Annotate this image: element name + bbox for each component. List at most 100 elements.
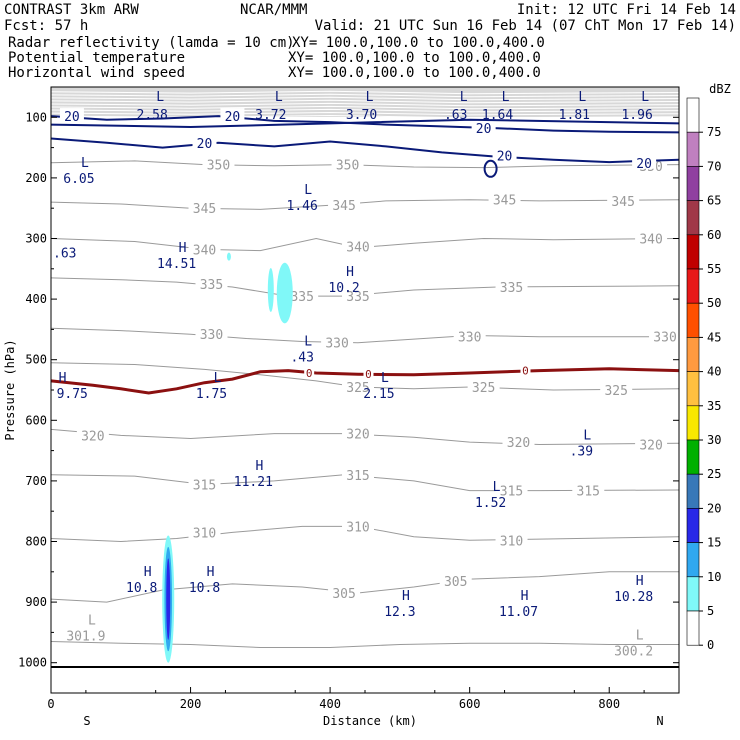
hatch-line xyxy=(51,114,679,119)
extremum-value-label: 1.46 xyxy=(287,199,318,214)
theta-contour-label: 345 xyxy=(611,195,634,210)
y-tick-label: 500 xyxy=(25,353,47,367)
hatch-line xyxy=(51,105,679,110)
colorbar-swatch xyxy=(686,371,700,407)
top-strip-extremum-type: L xyxy=(366,90,374,105)
top-strip-extremum-value: .63 xyxy=(444,108,467,123)
theta-contour-label: 320 xyxy=(81,429,104,444)
theta-contour-label: 325 xyxy=(346,381,369,396)
zero-label-bg xyxy=(363,368,374,381)
x-tick-label: 600 xyxy=(459,697,481,711)
hatch-line xyxy=(51,99,679,104)
theta-contour-label: 310 xyxy=(193,526,216,541)
theta-contour-label: 305 xyxy=(332,587,355,602)
theta-label-bg xyxy=(188,200,221,215)
top-strip-extremum-value: 2.58 xyxy=(137,108,168,123)
wind-contour-label: 20 xyxy=(64,110,80,125)
theta-contour-label: 320 xyxy=(639,439,662,454)
colorbar-tick-label: 40 xyxy=(707,365,721,379)
theta-contour-label: 305 xyxy=(444,575,467,590)
theta-label-bg xyxy=(342,378,375,393)
theta-contour-label: 310 xyxy=(346,520,369,535)
y-tick-label: 1000 xyxy=(18,656,47,670)
hatch-line xyxy=(51,90,679,95)
hatch-line xyxy=(51,102,679,107)
top-strip-extremum-value: 3.70 xyxy=(346,108,377,123)
theta-contour-label: 330 xyxy=(200,328,223,343)
colorbar-tick-label: 15 xyxy=(707,536,721,550)
hatch-line xyxy=(51,108,679,113)
extremum-value-label: 11.07 xyxy=(499,605,538,620)
wind-label-bg xyxy=(59,108,84,123)
extremum-value-label: 10.28 xyxy=(614,590,653,605)
y-tick-label: 200 xyxy=(25,171,47,185)
theta-contour-label: 330 xyxy=(325,337,348,352)
theta-contour-label: 345 xyxy=(493,194,516,209)
top-strip-extremum-value: 1.96 xyxy=(621,108,652,123)
extremum-type-label: H xyxy=(402,589,410,604)
top-strip-extremum-type: L xyxy=(275,90,283,105)
theta-contour-label: 325 xyxy=(604,384,627,399)
colorbar-swatch xyxy=(686,234,700,270)
wind-label-bg xyxy=(471,120,496,135)
theta-contour-label: 315 xyxy=(346,469,369,484)
extremum-value-label: 300.2 xyxy=(614,645,653,660)
colorbar-swatch xyxy=(686,97,700,133)
colorbar-swatch xyxy=(686,131,700,167)
theta-label-bg xyxy=(342,518,375,533)
extremum-type-label: L xyxy=(583,429,591,444)
theta-label-bg xyxy=(495,532,528,547)
theta-label-bg xyxy=(342,425,375,440)
theta-label-bg xyxy=(286,288,319,303)
header-title: CONTRAST 3km ARW xyxy=(4,2,139,18)
theta-label-bg xyxy=(649,328,679,343)
theta-label-bg xyxy=(572,482,605,497)
extremum-type-label: H xyxy=(179,241,187,256)
extremum-type-label: L xyxy=(636,629,644,644)
theta-contour-label: 315 xyxy=(193,479,216,494)
colorbar-tick-label: 35 xyxy=(707,399,721,413)
extremum-value-label: 2.15 xyxy=(363,387,394,402)
theta-contour-line xyxy=(51,362,679,391)
extremum-value-label: .43 xyxy=(290,351,313,366)
theta-label-bg xyxy=(202,156,235,171)
theta-contour-line xyxy=(51,327,679,344)
extrema-labels: L2.58L3.72L3.70L.63L1.64L1.81L1.96L6.05L… xyxy=(53,90,653,659)
theta-label-bg xyxy=(488,191,521,206)
colorbar-swatch xyxy=(686,439,700,475)
theta-contour-label: 345 xyxy=(332,199,355,214)
field-legend: Radar reflectivity (lamda = 10 cm) XY= 1… xyxy=(8,35,545,81)
theta-contour-label: 340 xyxy=(193,243,216,258)
wind-contour-label: 20 xyxy=(636,157,652,172)
theta-contour-label: 350 xyxy=(336,159,359,174)
theta-label-bg xyxy=(328,197,361,212)
theta-label-bg xyxy=(195,326,228,341)
extremum-value-label: 1.52 xyxy=(475,496,506,511)
theta-label-bg xyxy=(342,238,375,253)
theta-label-bg xyxy=(495,278,528,293)
extremum-type-label: H xyxy=(59,371,67,386)
extremum-type-label: L xyxy=(304,183,312,198)
colorbar-tick-label: 30 xyxy=(707,433,721,447)
theta-contour-label: 340 xyxy=(639,233,662,248)
theta-label-bg xyxy=(635,436,668,451)
colorbar-tick-label: 10 xyxy=(707,570,721,584)
end-label-south: S xyxy=(83,714,90,728)
theta-label-bg xyxy=(328,585,361,600)
theta-contour-label: 325 xyxy=(472,381,495,396)
y-tick-label: 700 xyxy=(25,474,47,488)
header-valid: Valid: 21 UTC Sun 16 Feb 14 (07 ChT Mon … xyxy=(315,18,736,34)
top-strip-extremum-value: 1.64 xyxy=(482,108,513,123)
wind-contour-label: 20 xyxy=(497,149,513,164)
colorbar-swatch xyxy=(686,302,700,338)
theta-contour-label: 335 xyxy=(346,290,369,305)
theta-contours: 3503503503453453453453403403403353353353… xyxy=(51,156,679,648)
field-name-theta: Potential temperature xyxy=(8,50,185,66)
wind-contours: 20 20 20 20 20 20 xyxy=(51,108,679,178)
colorbar-tick-label: 55 xyxy=(707,262,721,276)
zero-contour-line xyxy=(51,367,679,395)
zero-contour-label: 0 xyxy=(365,368,372,381)
colorbar-tick-label: 50 xyxy=(707,296,721,310)
theta-label-bg xyxy=(331,156,364,171)
end-label-north: N xyxy=(656,714,663,728)
